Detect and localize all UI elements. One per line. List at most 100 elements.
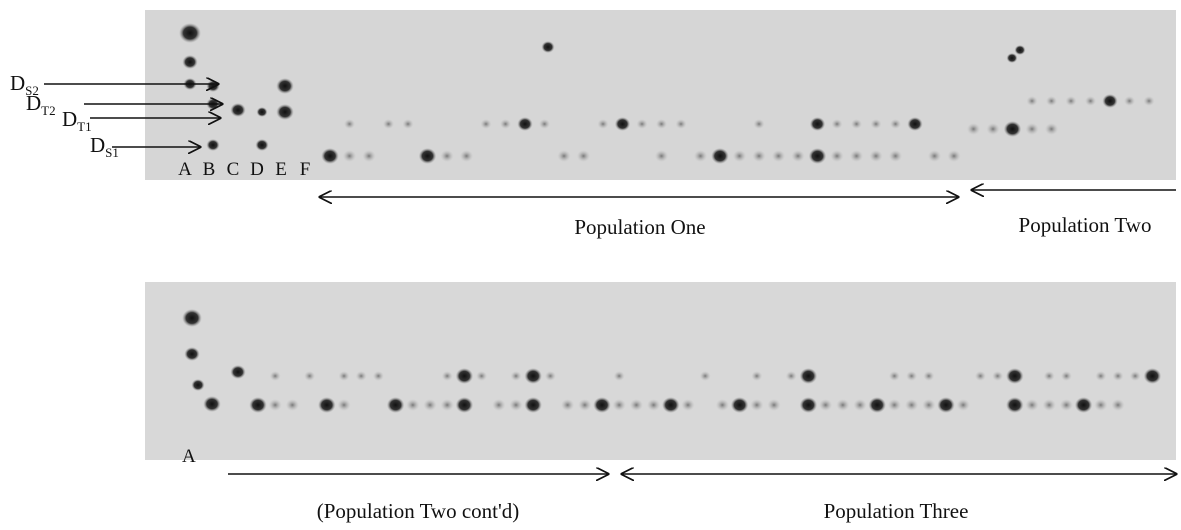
spot [285,399,299,411]
lane-label: D [250,159,264,180]
spot [455,368,474,384]
spot [888,371,900,381]
spot [269,371,281,381]
spot [785,371,797,381]
spot [851,119,862,129]
spot [753,119,765,129]
spot [1060,371,1072,381]
spot [561,399,575,411]
spot [750,399,764,411]
spot [636,119,648,129]
marker-arrows [44,84,222,147]
spot [372,371,384,381]
spot [612,399,626,411]
population-label: Population One [574,215,705,239]
spot [1042,399,1056,411]
spot [597,119,609,129]
lane-label: E [275,159,287,180]
spot [629,399,644,411]
spot [947,150,961,162]
spot [868,397,886,413]
spot [1065,96,1077,106]
spot [321,148,339,164]
spot [455,397,474,413]
spot [304,371,316,381]
spot [191,379,205,391]
spot [836,399,850,411]
marker-label: DT1 [62,107,92,134]
spot [1094,399,1108,411]
spot [1006,53,1018,63]
spot [905,399,919,411]
spot [337,399,351,411]
spot [831,119,843,129]
spot [923,371,935,381]
lane-label: C [227,159,240,180]
lane-label: A [178,159,192,180]
spot [517,117,533,131]
spot [654,150,669,162]
spot [268,399,282,411]
lane-label: A [182,446,196,467]
spot [524,397,542,413]
spot [1043,371,1055,381]
spot [613,371,625,381]
spot [441,371,453,381]
spot [524,368,542,384]
spot [937,397,955,413]
gel-bottom [145,282,1176,460]
spot [887,399,902,411]
spot [1025,123,1039,135]
spot [1014,45,1026,55]
lane-label: F [300,159,311,180]
spot [799,397,818,413]
spot [730,397,749,413]
spot [986,123,1000,135]
spot [1129,371,1141,381]
marker-label: DS1 [90,133,119,160]
spot [184,347,200,361]
spot [418,148,437,164]
spot [440,399,454,411]
spot [1102,94,1118,108]
spot [1044,123,1059,135]
spot [927,150,942,162]
spot [406,399,420,411]
spot [907,117,923,131]
spot [203,396,221,412]
spot [870,119,882,129]
spot [771,150,786,162]
spot [992,371,1004,381]
spot [791,150,805,162]
spot [647,399,661,411]
spot [1006,397,1024,413]
spot [711,148,729,164]
spot [693,150,708,162]
spot [1006,368,1024,384]
spot [276,104,294,120]
spot [675,119,687,129]
spot [276,78,294,94]
spot [849,150,864,162]
spot [1025,399,1039,411]
spot [1124,96,1135,106]
spot [230,103,246,117]
spot [614,117,631,131]
spot [890,119,901,129]
spot [809,117,826,131]
spot [557,150,571,162]
spot [355,371,367,381]
marker-label: DS2 [10,71,39,98]
spot [808,148,827,164]
spot [423,399,437,411]
spot [681,399,695,411]
spot [544,371,556,381]
spot [179,23,201,43]
spot [656,119,667,129]
spot [1095,371,1107,381]
spot [662,397,680,413]
population-label: Population Two [1019,213,1152,237]
spot [578,399,592,411]
spot [1003,121,1022,137]
